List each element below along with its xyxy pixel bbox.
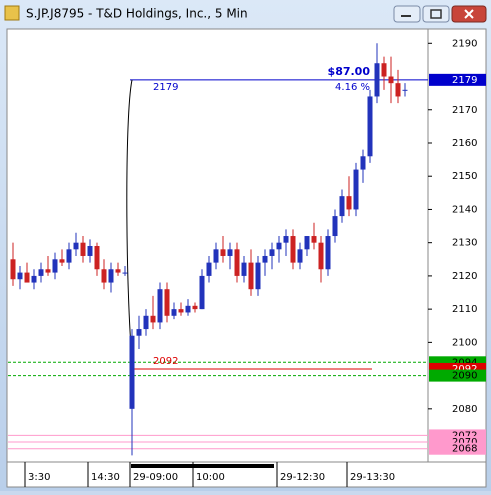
- candle-body: [325, 236, 331, 270]
- level-box-label: 2179: [452, 75, 477, 86]
- candle-body: [262, 255, 268, 263]
- candle-body: [234, 249, 240, 276]
- candle-body: [59, 259, 65, 263]
- candle-body: [101, 269, 107, 283]
- x-tick-label: 29-13:30: [350, 472, 395, 483]
- candle-body: [388, 76, 394, 84]
- y-tick-label: 2110: [452, 304, 477, 315]
- level-box: [429, 73, 486, 86]
- candle-body: [129, 335, 135, 409]
- candle-body: [31, 275, 37, 283]
- level-box-label: 2068: [452, 444, 477, 455]
- app-icon: [4, 5, 20, 21]
- x-tick-label: 10:00: [196, 472, 225, 483]
- level-box-label: 2094: [452, 357, 477, 368]
- candle-body: [381, 63, 387, 77]
- candle-body: [38, 269, 44, 276]
- candle-body: [220, 249, 226, 256]
- candle-body: [199, 275, 205, 310]
- candle-body: [346, 196, 352, 210]
- y-tick-label: 2140: [452, 204, 477, 215]
- candle-body: [171, 309, 177, 316]
- candle-body: [269, 249, 275, 256]
- level-box-label: 2092: [452, 364, 477, 375]
- candle-body: [353, 169, 359, 210]
- candle-body: [17, 272, 23, 280]
- level-label: 2092: [153, 356, 178, 367]
- x-tick-label: 29-09:00: [133, 472, 178, 483]
- candle-body: [213, 249, 219, 263]
- candle-body: [10, 259, 16, 280]
- candle-body: [73, 242, 79, 250]
- candle-body: [52, 259, 58, 273]
- level-box-label: 2070: [452, 437, 477, 448]
- level-label: 2179: [153, 82, 178, 93]
- candle-body: [122, 272, 128, 274]
- level-box: [429, 369, 486, 382]
- candle-body: [297, 249, 303, 263]
- y-tick-label: 2160: [452, 138, 477, 149]
- candle-body: [94, 246, 100, 270]
- candle-body: [45, 269, 51, 273]
- change-percent: 4.16 %: [335, 82, 370, 93]
- x-tick-label: 3:30: [28, 472, 50, 483]
- candle-body: [360, 156, 366, 170]
- candle-body: [311, 236, 317, 243]
- level-box-label: 2072: [452, 430, 477, 441]
- y-tick-label: 2190: [452, 38, 477, 49]
- maximize-icon: [430, 9, 442, 19]
- candle-body: [206, 262, 212, 276]
- candle-body: [157, 289, 163, 323]
- candle-body: [150, 315, 156, 323]
- x-tick-label: 14:30: [91, 472, 120, 483]
- y-tick-label: 2150: [452, 171, 477, 182]
- minimize-icon: [401, 15, 411, 17]
- y-tick-label: 2120: [452, 271, 477, 282]
- level-box: [429, 442, 486, 455]
- candle-body: [276, 242, 282, 250]
- change-amount: $87.00: [328, 65, 371, 78]
- window-title: S.JP.J8795 - T&D Holdings, Inc., 5 Min: [26, 7, 248, 21]
- candle-body: [227, 249, 233, 256]
- candle-body: [255, 262, 261, 290]
- candle-body: [339, 196, 345, 217]
- plot-area: [6, 28, 429, 463]
- y-tick-label: 2100: [452, 337, 477, 348]
- candle-body: [374, 63, 380, 97]
- candle-body: [143, 315, 149, 330]
- candle-body: [80, 242, 86, 256]
- level-box-label: 2090: [452, 371, 477, 382]
- candle-body: [283, 236, 289, 243]
- minimize-button[interactable]: [393, 5, 421, 23]
- candle-body: [332, 216, 338, 237]
- candle-body: [402, 89, 408, 91]
- candle-body: [136, 329, 142, 336]
- candle-body: [24, 272, 30, 283]
- candle-body: [367, 96, 373, 157]
- candle-body: [248, 262, 254, 290]
- y-tick-label: 2170: [452, 105, 477, 116]
- candle-body: [241, 262, 247, 276]
- candle-body: [192, 305, 198, 310]
- candle-body: [304, 236, 310, 250]
- candle-body: [115, 269, 121, 273]
- candle-body: [87, 246, 93, 256]
- x-tick-label: 29-12:30: [280, 472, 325, 483]
- candle-body: [178, 309, 184, 313]
- plot-layer: 2190 2170 2160 2150 2140 2130 2120 2110 2100 2080…: [8, 38, 486, 487]
- candle-body: [108, 269, 114, 283]
- candle-body: [395, 83, 401, 97]
- candle-body: [318, 242, 324, 270]
- maximize-button[interactable]: [422, 5, 450, 23]
- candle-body: [66, 249, 72, 263]
- candle-body: [185, 305, 191, 313]
- y-tick-label: 2130: [452, 238, 477, 249]
- close-icon: [464, 9, 474, 19]
- candle-body: [290, 236, 296, 263]
- y-tick-label: 2080: [452, 404, 477, 415]
- candle-body: [164, 289, 170, 316]
- session-bar: [131, 464, 274, 468]
